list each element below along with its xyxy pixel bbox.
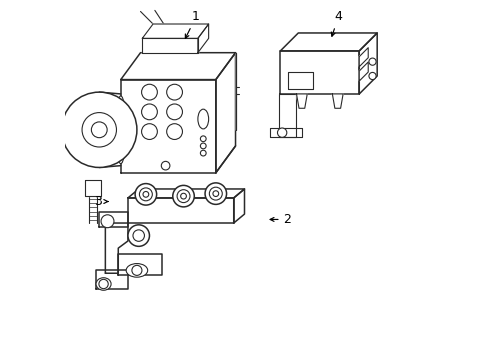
Text: 2: 2 [269,213,291,226]
Polygon shape [215,53,235,173]
Circle shape [277,128,286,137]
Circle shape [200,150,206,156]
Circle shape [161,161,169,170]
Text: 4: 4 [330,10,342,36]
Circle shape [368,58,375,65]
Polygon shape [96,270,128,289]
Circle shape [166,84,182,100]
Polygon shape [269,128,301,137]
Polygon shape [142,24,208,39]
Circle shape [82,113,116,147]
Circle shape [172,185,194,207]
Circle shape [177,190,190,203]
Circle shape [212,191,218,197]
Circle shape [368,72,375,80]
Circle shape [101,215,114,228]
Circle shape [135,184,156,205]
Circle shape [132,265,142,275]
Circle shape [209,187,222,200]
Polygon shape [287,72,312,89]
Polygon shape [198,24,208,53]
Polygon shape [296,94,306,108]
Circle shape [200,136,206,141]
Polygon shape [278,94,296,137]
Ellipse shape [126,264,147,277]
Polygon shape [105,223,128,273]
Ellipse shape [96,278,111,290]
Circle shape [142,192,148,197]
Polygon shape [332,94,343,108]
Polygon shape [359,62,367,81]
Circle shape [166,124,182,139]
Circle shape [142,84,157,100]
Circle shape [133,230,144,241]
Polygon shape [359,33,376,94]
Polygon shape [233,189,244,223]
Ellipse shape [198,109,208,129]
Circle shape [91,122,107,138]
Circle shape [204,183,226,204]
Circle shape [200,143,206,149]
Polygon shape [128,189,244,198]
Polygon shape [280,51,359,94]
Text: 3: 3 [94,195,108,208]
Polygon shape [128,198,233,223]
Polygon shape [118,253,162,275]
Circle shape [99,279,108,289]
Circle shape [180,193,186,199]
Polygon shape [121,80,215,173]
Polygon shape [121,53,235,80]
Polygon shape [99,212,128,226]
Text: 1: 1 [185,10,200,38]
Ellipse shape [115,96,126,164]
Circle shape [142,104,157,120]
Polygon shape [85,180,101,196]
Polygon shape [359,48,367,67]
Circle shape [61,92,137,167]
Circle shape [139,188,152,201]
Circle shape [128,225,149,246]
Circle shape [142,124,157,139]
Polygon shape [280,33,376,51]
Circle shape [166,104,182,120]
Polygon shape [142,39,198,53]
